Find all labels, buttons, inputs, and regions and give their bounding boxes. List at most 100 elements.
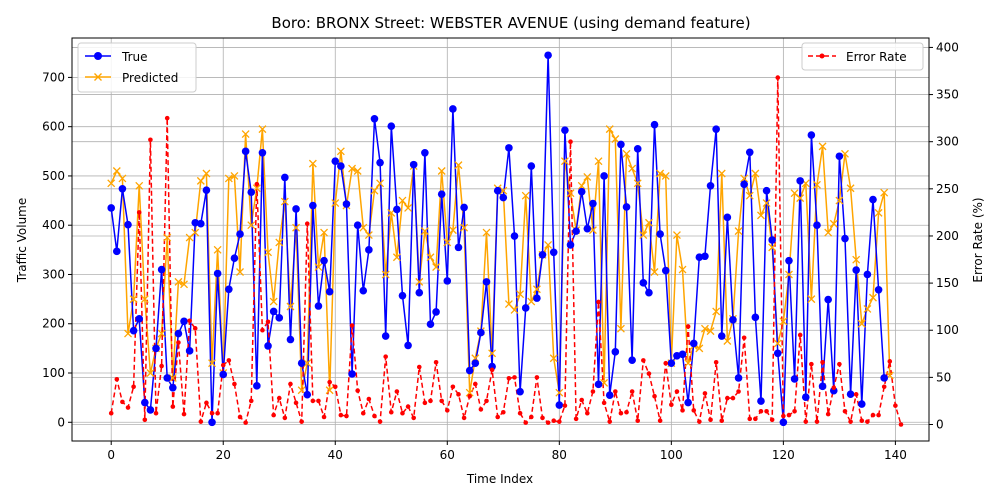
point-predicted [532,285,541,294]
point-true [499,193,508,202]
point-true [247,188,256,197]
point-error-rate [226,358,232,363]
point-error-rate [467,393,472,399]
point-error-rate [814,419,820,424]
point-predicted [633,179,642,188]
point-predicted [880,188,889,197]
point-predicted [560,157,569,166]
point-predicted [745,191,754,200]
point-true [185,347,194,355]
point-predicted [829,219,838,228]
point-error-rate [108,410,114,416]
point-predicted [426,253,435,262]
point-true [258,148,267,157]
point-predicted [555,388,564,397]
point-error-rate [545,420,551,425]
point-true [818,382,827,391]
point-true [471,359,480,367]
point-true [863,270,872,279]
point-predicted [857,319,866,328]
point-true [594,380,603,389]
point-true [656,230,664,238]
point-true [437,190,446,198]
point-error-rate [579,397,585,403]
point-true [342,200,351,208]
series-lines [110,54,902,425]
y-tick-label: 0 [57,415,65,429]
point-error-rate [691,408,697,413]
point-predicted [320,228,329,237]
point-true [600,172,608,180]
point-true [337,162,345,170]
y-axis-label: Traffic Volume [15,198,29,284]
point-error-rate [338,412,344,418]
point-error-rate [562,403,568,408]
point-predicted [297,386,306,395]
point-error-rate [781,413,786,419]
x-tick-label: 80 [552,448,567,462]
point-true [846,390,855,398]
point-true [124,220,132,229]
point-error-rate [601,400,607,406]
y-tick-label: 200 [42,317,65,331]
point-error-rate [332,384,338,390]
point-predicted [146,369,155,377]
point-true [695,253,704,262]
point-predicted [566,189,575,198]
point-true [387,122,396,130]
point-predicted [163,233,172,242]
point-error-rate [646,371,652,376]
legend-true-label: True [121,50,148,64]
point-error-rate [573,416,579,422]
point-predicted [852,255,861,264]
point-error-rate [204,400,209,406]
point-true [398,291,407,300]
point-predicted [869,293,877,302]
point-true [157,265,166,274]
point-error-rate [680,408,685,413]
point-error-rate [220,362,226,368]
point-error-rate [164,115,170,121]
point-predicted [381,270,390,279]
point-true [684,398,692,407]
y2-tick-label: 100 [936,323,959,337]
legend-right: Error Rate [801,42,924,71]
point-true [393,205,401,214]
point-true [869,195,877,204]
point-true [583,224,592,233]
point-true [213,269,222,278]
point-predicted [706,327,715,336]
point-error-rate [344,413,349,419]
point-error-rate [327,379,332,385]
point-true [510,232,519,240]
point-true [633,145,642,153]
point-error-rate [624,409,629,415]
point-error-rate [557,419,562,424]
point-true [236,230,244,238]
point-true [107,204,116,212]
point-predicted [807,295,816,304]
point-predicted [230,171,239,180]
point-true [521,304,530,312]
point-error-rate [377,419,383,424]
point-true [348,370,356,378]
y-tick-label: 600 [42,120,65,134]
point-predicted [583,172,592,181]
point-true [118,184,127,193]
point-error-rate [641,358,646,363]
point-true [757,397,765,405]
point-true [516,387,524,396]
point-predicted [208,359,216,368]
point-true [880,374,888,382]
point-error-rate [702,391,708,396]
point-error-rate [478,407,484,412]
point-true [813,221,821,230]
point-predicted [174,277,183,286]
legend-right-box [801,42,924,71]
point-true [141,398,149,407]
point-error-rate [669,402,674,408]
point-predicted [712,307,721,316]
point-error-rate [725,395,730,401]
point-true [482,278,491,286]
